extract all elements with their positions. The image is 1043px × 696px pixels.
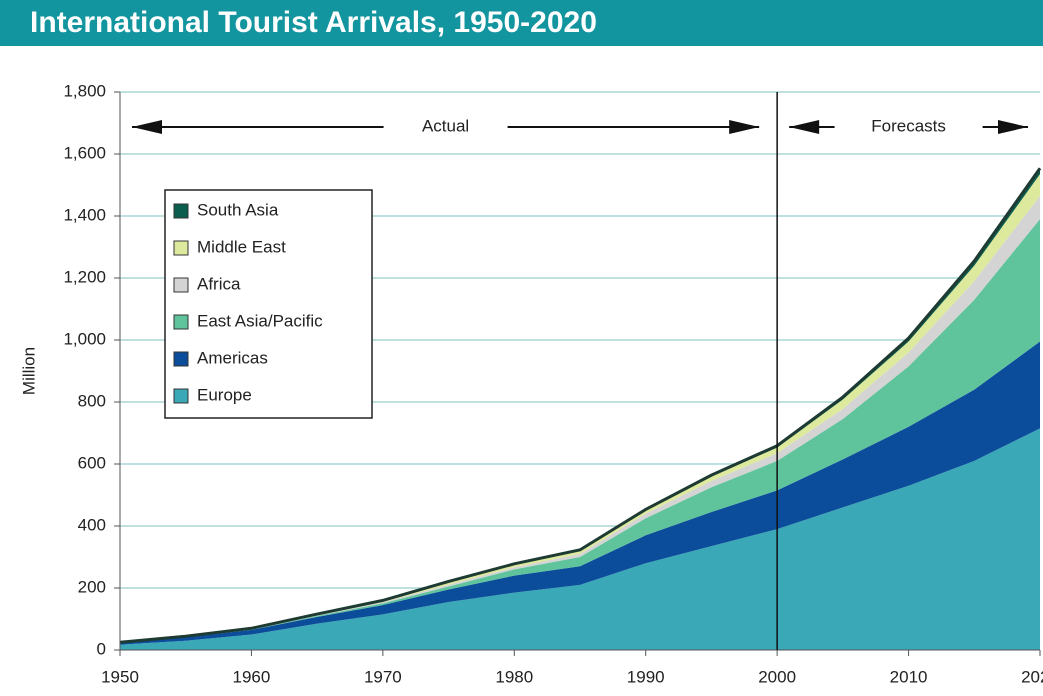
arrow-head — [132, 120, 162, 134]
y-tick-label: 1,600 — [63, 143, 106, 162]
annotation: Actual — [422, 116, 469, 135]
x-tick-label: 1970 — [364, 667, 402, 686]
legend-label: Americas — [197, 348, 268, 367]
arrow-head — [789, 120, 820, 134]
title-banner — [0, 0, 1043, 46]
y-tick-label: 800 — [78, 391, 106, 410]
arrow-head — [998, 120, 1028, 134]
x-tick-label: 2020 — [1021, 667, 1043, 686]
x-tick-label: 2010 — [890, 667, 928, 686]
y-tick-label: 1,000 — [63, 329, 106, 348]
y-tick-label: 1,400 — [63, 205, 106, 224]
x-tick-label: 1960 — [233, 667, 271, 686]
legend-swatch — [173, 240, 189, 256]
legend-swatch — [173, 351, 189, 367]
chart-title: International Tourist Arrivals, 1950-202… — [30, 6, 597, 39]
y-axis-label: Million — [19, 347, 38, 395]
area — [120, 341, 1040, 645]
legend-swatch — [173, 388, 189, 404]
x-tick-label: 1950 — [101, 667, 139, 686]
legend-swatch — [173, 314, 189, 330]
y-tick-label: 600 — [78, 453, 106, 472]
legend-label: Africa — [197, 274, 241, 293]
legend-label: East Asia/Pacific — [197, 311, 323, 330]
annotation: Forecasts — [871, 116, 946, 135]
x-tick-label: 1990 — [627, 667, 665, 686]
arrow-head — [729, 120, 760, 134]
area — [120, 428, 1040, 650]
y-tick-label: 1,200 — [63, 267, 106, 286]
x-tick-label: 1980 — [495, 667, 533, 686]
legend-label: Europe — [197, 385, 252, 404]
legend-label: South Asia — [197, 200, 279, 219]
legend-box — [164, 189, 373, 419]
y-tick-label: 200 — [78, 577, 106, 596]
total-edge — [119, 167, 1042, 644]
y-tick-label: 400 — [78, 515, 106, 534]
area — [120, 219, 1040, 643]
y-tick-label: 1,800 — [63, 81, 106, 100]
y-tick-label: 0 — [97, 639, 106, 658]
legend-swatch — [173, 277, 189, 293]
legend-label: Middle East — [197, 237, 286, 256]
x-tick-label: 2000 — [758, 667, 796, 686]
legend-swatch — [173, 203, 189, 219]
